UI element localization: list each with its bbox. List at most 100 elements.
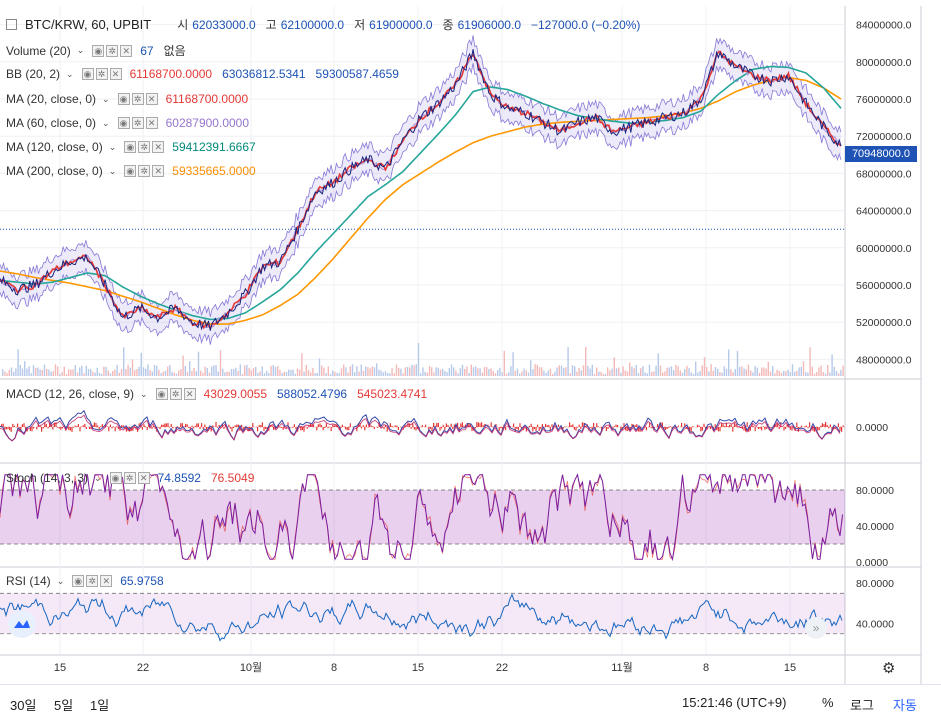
settings-icon[interactable]: ✲: [131, 117, 144, 129]
close-icon[interactable]: ✕: [109, 68, 122, 80]
timeframe-1d-button[interactable]: 1일: [90, 698, 110, 713]
macd-histogram-bar: [300, 427, 302, 431]
auto-scale-toggle[interactable]: 자동: [893, 698, 917, 713]
symbol-title[interactable]: BTC/KRW, 60, UPBIT: [25, 17, 152, 32]
macd-histogram-bar: [92, 425, 94, 427]
close-icon[interactable]: ✕: [137, 472, 150, 484]
eye-icon[interactable]: ◉: [124, 141, 137, 153]
legend-bb[interactable]: BB (20, 2) ⌄ ◉ ✲ ✕ 61168700.0000 63036812.5…: [6, 67, 405, 81]
macd-histogram-bar: [607, 427, 609, 429]
macd-histogram-bar: [292, 427, 294, 428]
legend-volume[interactable]: Volume (20) ⌄ ◉ ✲ ✕ 67 없음: [6, 42, 186, 59]
percent-toggle[interactable]: %: [822, 695, 834, 710]
eye-icon[interactable]: ◉: [117, 117, 130, 129]
macd-histogram-bar: [442, 424, 444, 427]
chevron-down-icon[interactable]: ⌄: [140, 388, 148, 399]
chevron-down-icon[interactable]: ⌄: [56, 575, 65, 586]
close-icon[interactable]: ✕: [120, 44, 133, 57]
eye-icon[interactable]: ◉: [117, 93, 130, 105]
settings-icon[interactable]: ✲: [86, 575, 99, 587]
volume-bar: [827, 364, 829, 376]
rsi-name[interactable]: RSI (14): [6, 574, 51, 588]
volume-bar: [96, 367, 98, 376]
legend-rsi[interactable]: RSI (14) ⌄ ◉ ✲ ✕ 65.9758: [6, 574, 170, 588]
volume-bar: [54, 364, 57, 376]
ma20-name[interactable]: MA (20, close, 0): [6, 92, 97, 106]
close-icon[interactable]: ✕: [152, 141, 165, 153]
volume-bar: [131, 359, 134, 376]
close-icon[interactable]: ✕: [100, 575, 113, 587]
eye-icon[interactable]: ◉: [124, 165, 137, 177]
settings-icon[interactable]: ✲: [169, 388, 182, 400]
volume-name[interactable]: Volume (20): [6, 43, 71, 58]
eye-icon[interactable]: ◉: [155, 388, 168, 400]
tradingview-logo-icon[interactable]: [8, 610, 36, 638]
eye-icon[interactable]: ◉: [109, 472, 122, 484]
collapse-icon[interactable]: [6, 19, 17, 30]
legend-ma20[interactable]: MA (20, close, 0) ⌄ ◉ ✲ ✕ 61168700.0000: [6, 92, 254, 106]
chevron-down-icon[interactable]: ⌄: [108, 165, 117, 176]
settings-icon[interactable]: ✲: [123, 472, 136, 484]
legend-ma60[interactable]: MA (60, close, 0) ⌄ ◉ ✲ ✕ 60287900.0000: [6, 116, 255, 130]
ma120-name[interactable]: MA (120, close, 0): [6, 140, 103, 154]
ma60-name[interactable]: MA (60, close, 0): [6, 116, 97, 130]
macd-histogram-bar: [42, 427, 44, 429]
scroll-to-realtime-icon[interactable]: »: [805, 617, 827, 639]
close-icon[interactable]: ✕: [145, 117, 158, 129]
macd-histogram-bar: [631, 423, 633, 427]
macd-histogram-bar: [479, 423, 481, 427]
stoch-name[interactable]: Stoch (14, 3, 3): [6, 471, 89, 485]
log-toggle[interactable]: 로그: [850, 698, 874, 713]
macd-histogram-bar: [98, 427, 100, 431]
chevron-down-icon[interactable]: ⌄: [102, 117, 110, 128]
macd-histogram-bar: [437, 422, 439, 427]
timeframe-30d-button[interactable]: 30일: [10, 698, 37, 713]
eye-icon[interactable]: ◉: [72, 575, 85, 587]
volume-bar: [831, 354, 833, 376]
macd-histogram-bar: [132, 427, 134, 431]
settings-icon[interactable]: ✲: [131, 93, 144, 105]
volume-bar: [314, 373, 316, 376]
clock-timezone[interactable]: 15:21:46 (UTC+9): [682, 695, 787, 710]
macd-histogram-bar: [794, 427, 796, 431]
chevron-down-icon[interactable]: ⌄: [66, 68, 74, 79]
volume-bar: [123, 347, 125, 376]
chevron-down-icon[interactable]: ⌄: [108, 141, 117, 152]
volume-bar: [646, 373, 648, 376]
chevron-down-icon[interactable]: ⌄: [94, 472, 102, 483]
settings-icon[interactable]: ✲: [106, 44, 119, 57]
macd-histogram-bar: [524, 425, 526, 427]
legend-stoch[interactable]: Stoch (14, 3, 3) ⌄ ◉ ✲ ✕ 74.8592 76.5049: [6, 471, 260, 485]
volume-bar: [497, 369, 499, 376]
macd-name[interactable]: MACD (12, 26, close, 9): [6, 387, 135, 401]
legend-ma200[interactable]: MA (200, close, 0) ⌄ ◉ ✲ ✕ 59335665.0000: [6, 164, 262, 178]
macd-histogram-bar: [39, 425, 41, 427]
macd-histogram-bar: [617, 424, 619, 427]
settings-icon[interactable]: ✲: [95, 68, 108, 80]
chevron-down-icon[interactable]: ⌄: [76, 45, 85, 55]
legend-ma120[interactable]: MA (120, close, 0) ⌄ ◉ ✲ ✕ 59412391.6667: [6, 140, 262, 154]
close-icon[interactable]: ✕: [152, 165, 165, 177]
gear-icon[interactable]: ⚙: [882, 660, 896, 677]
macd-histogram-bar: [636, 424, 638, 427]
settings-icon[interactable]: ✲: [138, 141, 151, 153]
macd-histogram-bar: [532, 427, 534, 432]
legend-macd[interactable]: MACD (12, 26, close, 9) ⌄ ◉ ✲ ✕ 43029.0055 …: [6, 387, 433, 401]
close-icon[interactable]: ✕: [145, 93, 158, 105]
volume-bar: [15, 368, 17, 376]
macd-histogram-bar: [319, 423, 321, 427]
settings-icon[interactable]: ✲: [138, 165, 151, 177]
ma200-name[interactable]: MA (200, close, 0): [6, 164, 103, 178]
macd-histogram-bar: [545, 423, 547, 427]
macd-signal-value: 545023.4741: [357, 387, 428, 401]
close-icon[interactable]: ✕: [183, 388, 196, 400]
eye-icon[interactable]: ◉: [81, 68, 94, 80]
volume-bar: [596, 367, 598, 376]
chevron-down-icon[interactable]: ⌄: [102, 93, 110, 104]
bb-name[interactable]: BB (20, 2): [6, 67, 61, 81]
volume-bar: [523, 368, 525, 376]
eye-icon[interactable]: ◉: [92, 44, 105, 57]
timeframe-5d-button[interactable]: 5일: [54, 698, 74, 713]
